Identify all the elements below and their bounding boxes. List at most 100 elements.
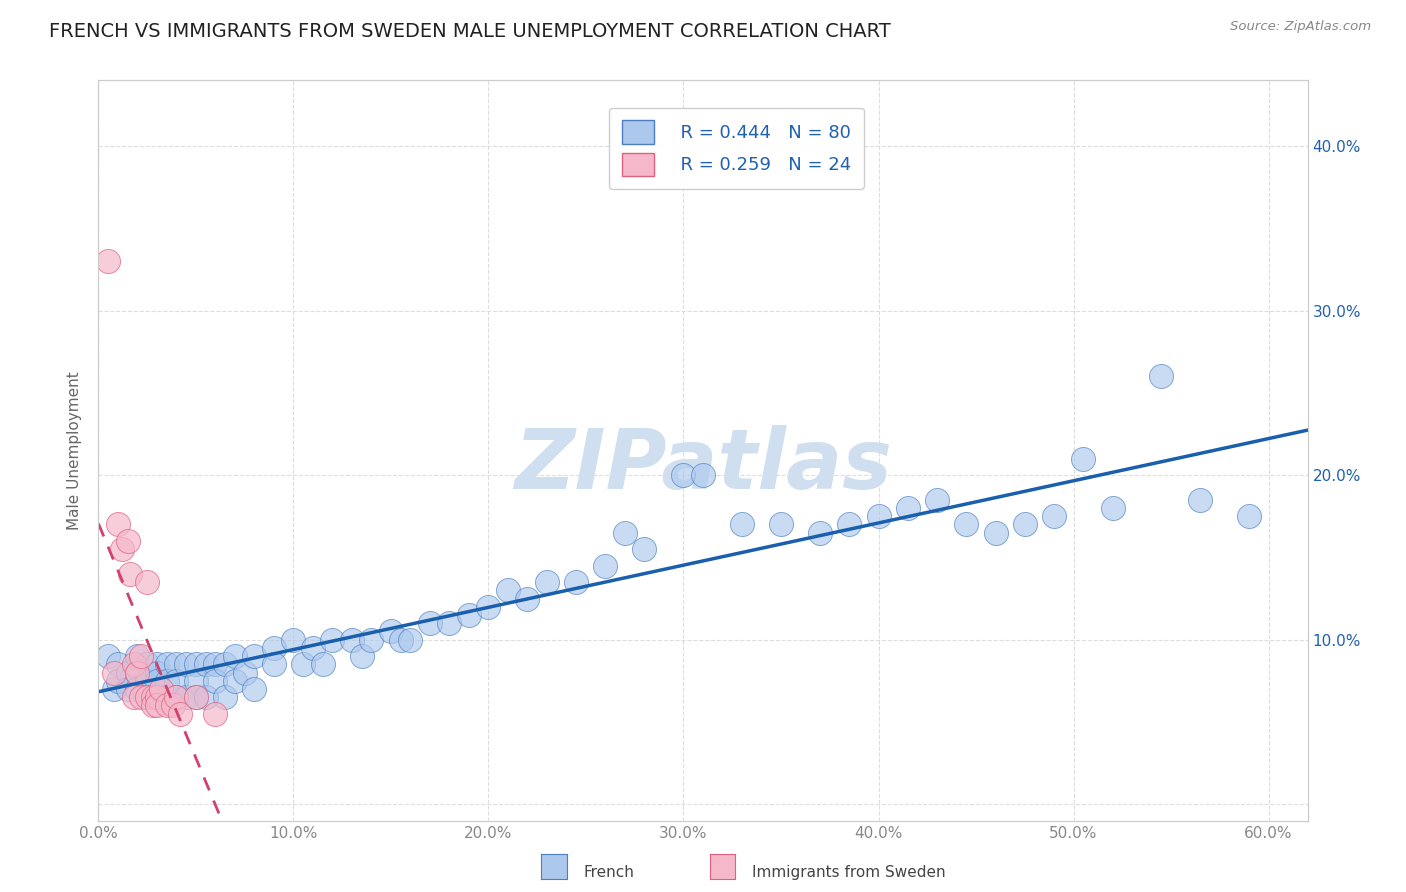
Point <box>146 665 169 680</box>
Point <box>156 690 179 705</box>
Point <box>165 657 187 672</box>
Point <box>399 632 422 647</box>
Point <box>107 673 129 688</box>
Point <box>204 706 226 721</box>
Point <box>633 542 655 557</box>
Y-axis label: Male Unemployment: Male Unemployment <box>67 371 83 530</box>
Point <box>233 665 256 680</box>
Point <box>1189 492 1212 507</box>
Point <box>360 632 382 647</box>
Point <box>419 616 441 631</box>
Point <box>184 657 207 672</box>
Point <box>118 566 141 581</box>
Point <box>312 657 335 672</box>
Point <box>263 657 285 672</box>
Point <box>302 640 325 655</box>
Point <box>184 690 207 705</box>
Point <box>111 542 134 557</box>
Point <box>984 525 1007 540</box>
Point <box>131 649 153 664</box>
Point <box>477 599 499 614</box>
Point <box>731 517 754 532</box>
Point <box>204 673 226 688</box>
Point <box>127 681 149 696</box>
Point <box>122 690 145 705</box>
Point <box>146 698 169 713</box>
Point <box>107 517 129 532</box>
Point <box>103 665 125 680</box>
Point <box>146 690 169 705</box>
Point <box>692 468 714 483</box>
Point <box>204 657 226 672</box>
Point <box>162 698 184 713</box>
Point <box>127 649 149 664</box>
Point <box>142 698 165 713</box>
Point <box>283 632 305 647</box>
Point <box>897 501 920 516</box>
Point <box>536 575 558 590</box>
Text: FRENCH VS IMMIGRANTS FROM SWEDEN MALE UNEMPLOYMENT CORRELATION CHART: FRENCH VS IMMIGRANTS FROM SWEDEN MALE UN… <box>49 22 891 41</box>
Point <box>214 657 236 672</box>
Point <box>1014 517 1036 532</box>
Text: Immigrants from Sweden: Immigrants from Sweden <box>752 865 946 880</box>
Point <box>117 533 139 548</box>
Point <box>174 690 197 705</box>
Point <box>1150 369 1173 384</box>
Point <box>439 616 461 631</box>
Point <box>380 624 402 639</box>
Point <box>672 468 695 483</box>
Point <box>136 690 159 705</box>
Point <box>955 517 977 532</box>
Point <box>516 591 538 606</box>
Point <box>458 607 481 622</box>
Point <box>146 690 169 705</box>
Point <box>614 525 637 540</box>
Point <box>103 681 125 696</box>
Point <box>136 690 159 705</box>
Point <box>169 706 191 721</box>
Point <box>136 673 159 688</box>
Point <box>1071 451 1094 466</box>
Text: Source: ZipAtlas.com: Source: ZipAtlas.com <box>1230 20 1371 33</box>
Point <box>131 690 153 705</box>
Point <box>165 690 187 705</box>
Point <box>136 575 159 590</box>
Point <box>146 657 169 672</box>
Point <box>1101 501 1123 516</box>
Text: French: French <box>583 865 634 880</box>
Point <box>769 517 792 532</box>
Point <box>107 657 129 672</box>
Point <box>243 681 266 696</box>
Point <box>1043 509 1066 524</box>
Point <box>925 492 948 507</box>
Point <box>243 649 266 664</box>
Point <box>97 254 120 268</box>
Point <box>156 657 179 672</box>
Legend:   R = 0.444   N = 80,   R = 0.259   N = 24: R = 0.444 N = 80, R = 0.259 N = 24 <box>609 108 863 188</box>
Point <box>224 673 246 688</box>
Point <box>1237 509 1260 524</box>
Point <box>156 698 179 713</box>
Point <box>838 517 860 532</box>
Point <box>224 649 246 664</box>
Point <box>321 632 343 647</box>
Point <box>263 640 285 655</box>
Point <box>389 632 412 647</box>
Point <box>165 673 187 688</box>
Point <box>127 665 149 680</box>
Point <box>214 690 236 705</box>
Point <box>340 632 363 647</box>
Point <box>292 657 315 672</box>
Text: ZIPatlas: ZIPatlas <box>515 425 891 506</box>
Point <box>565 575 588 590</box>
Point <box>350 649 373 664</box>
Point <box>194 657 217 672</box>
Point <box>868 509 890 524</box>
Point <box>156 673 179 688</box>
Point <box>122 657 145 672</box>
Point <box>136 657 159 672</box>
Point <box>149 681 172 696</box>
Point <box>184 690 207 705</box>
Point <box>194 690 217 705</box>
Point <box>496 583 519 598</box>
